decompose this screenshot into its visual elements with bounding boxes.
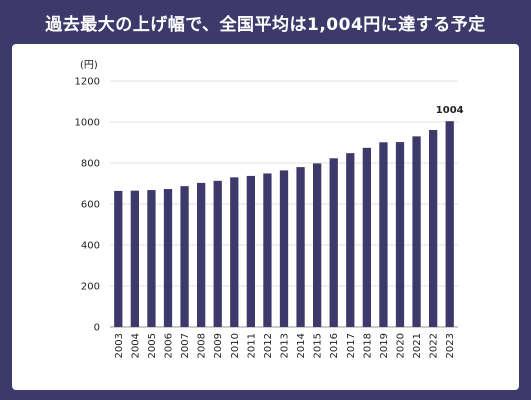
x-tick-label: 2007 bbox=[180, 333, 191, 358]
y-tick-label: 600 bbox=[81, 200, 100, 211]
bar-2007 bbox=[180, 186, 189, 327]
x-tick-label: 2016 bbox=[329, 333, 340, 358]
y-tick-label: 1200 bbox=[75, 77, 100, 88]
y-tick-label: 400 bbox=[81, 241, 100, 252]
bar-2021 bbox=[412, 136, 421, 327]
data-label: 1004 bbox=[436, 105, 464, 116]
bar-2017 bbox=[346, 153, 355, 327]
x-tick-label: 2003 bbox=[114, 333, 125, 358]
bar-2011 bbox=[246, 175, 255, 327]
bar-2006 bbox=[163, 189, 173, 327]
x-tick-label: 2006 bbox=[164, 333, 175, 358]
bar-2003 bbox=[114, 190, 123, 327]
bar-2015 bbox=[313, 163, 322, 327]
bar-2005 bbox=[147, 190, 156, 327]
chart-title: 過去最大の上げ幅で、全国平均は1,004円に達する予定 bbox=[45, 15, 486, 35]
bar-2008 bbox=[197, 182, 206, 327]
bar-2023 bbox=[445, 121, 454, 328]
bar-2019 bbox=[379, 142, 388, 327]
bar-2014 bbox=[296, 167, 305, 327]
y-tick-label: 200 bbox=[81, 282, 100, 293]
bar-2004 bbox=[130, 190, 139, 327]
bar-2009 bbox=[213, 180, 222, 327]
x-tick-label: 2005 bbox=[147, 333, 158, 358]
x-tick-label: 2017 bbox=[346, 333, 357, 358]
x-tick-label: 2004 bbox=[130, 333, 141, 358]
x-tick-label: 2014 bbox=[296, 333, 307, 358]
x-tick-label: 2019 bbox=[379, 333, 390, 358]
x-tick-label: 2010 bbox=[230, 333, 241, 358]
x-tick-label: 2013 bbox=[280, 333, 291, 358]
x-tick-label: 2018 bbox=[362, 333, 373, 358]
x-tick-label: 2008 bbox=[197, 333, 208, 358]
x-tick-label: 2015 bbox=[313, 333, 324, 358]
bar-2012 bbox=[263, 173, 272, 327]
bar-2010 bbox=[230, 177, 239, 327]
x-tick-label: 2009 bbox=[213, 333, 224, 358]
x-tick-label: 2022 bbox=[429, 333, 440, 358]
x-tick-label: 2011 bbox=[246, 333, 257, 358]
x-tick-label: 2020 bbox=[396, 333, 407, 358]
bar-2016 bbox=[329, 158, 338, 327]
y-tick-label: 0 bbox=[94, 323, 100, 334]
bar-2018 bbox=[362, 147, 371, 327]
x-tick-label: 2012 bbox=[263, 333, 274, 358]
x-tick-label: 2021 bbox=[412, 333, 423, 358]
y-tick-label: 1000 bbox=[75, 118, 100, 129]
y-tick-label: 800 bbox=[81, 159, 100, 170]
bar-2022 bbox=[429, 129, 438, 327]
bar-2020 bbox=[395, 142, 405, 327]
y-axis-unit: (円) bbox=[80, 60, 98, 71]
x-tick-label: 2023 bbox=[445, 333, 456, 358]
bar-2013 bbox=[279, 170, 289, 327]
